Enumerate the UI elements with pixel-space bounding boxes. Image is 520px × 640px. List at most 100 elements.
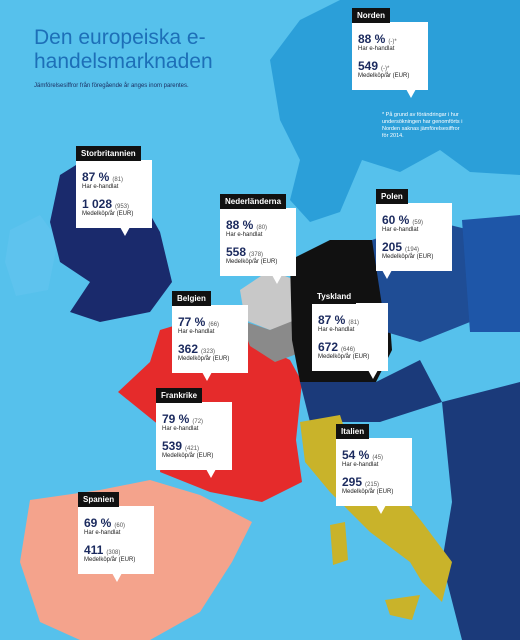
spend-previous: (308) bbox=[106, 550, 121, 556]
region-name: Norden bbox=[352, 8, 390, 23]
belgium bbox=[240, 320, 302, 362]
spend-previous: (421) bbox=[185, 446, 200, 452]
share-value: 88 % bbox=[358, 32, 386, 46]
share-previous: (60) bbox=[114, 523, 126, 529]
share-value: 69 % bbox=[84, 516, 112, 530]
region-name: Italien bbox=[336, 424, 370, 439]
subtitle: Jämförelsesiffror från föregående år ang… bbox=[34, 83, 189, 89]
spend-value: 295 bbox=[342, 475, 363, 489]
share-previous: (-)* bbox=[388, 39, 397, 45]
callout-box: Tyskland 87 % (81) Har e-handlat 672 (646) Med… bbox=[312, 289, 388, 379]
region-name: Nederländerna bbox=[220, 194, 287, 209]
share-label: Har e-handlat bbox=[318, 327, 355, 333]
spend-row: 411 (308) bbox=[84, 543, 148, 557]
alps bbox=[300, 360, 442, 422]
spend-label: Medelköp/år (EUR) bbox=[342, 489, 394, 495]
ireland bbox=[5, 215, 58, 296]
spend-value: 672 bbox=[318, 340, 339, 354]
region-name: Belgien bbox=[172, 291, 211, 306]
share-label: Har e-handlat bbox=[84, 530, 121, 536]
sardinia bbox=[330, 522, 348, 565]
share-value: 88 % bbox=[226, 218, 254, 232]
callout-pointer bbox=[120, 227, 130, 236]
share-row: 88 % (80) bbox=[226, 218, 290, 232]
spend-row: 205 (194) bbox=[382, 240, 446, 254]
footnote: * På grund av förändringar i hur undersö… bbox=[382, 112, 463, 139]
netherlands bbox=[240, 270, 300, 330]
region-name: Spanien bbox=[78, 492, 120, 507]
spend-previous: (194) bbox=[405, 247, 420, 253]
share-value: 87 % bbox=[82, 170, 110, 184]
share-value: 60 % bbox=[382, 213, 410, 227]
callout-pointer bbox=[368, 370, 378, 379]
spend-previous: (215) bbox=[365, 482, 380, 488]
balkans bbox=[442, 382, 520, 640]
share-previous: (81) bbox=[348, 320, 360, 326]
share-previous: (72) bbox=[192, 419, 204, 425]
spend-previous: (-)* bbox=[381, 66, 390, 72]
sicily bbox=[385, 595, 420, 620]
share-value: 77 % bbox=[178, 315, 206, 329]
spend-label: Medelköp/år (EUR) bbox=[358, 73, 410, 79]
share-row: 87 % (81) bbox=[318, 313, 382, 327]
share-previous: (59) bbox=[412, 220, 424, 226]
share-label: Har e-handlat bbox=[358, 46, 395, 52]
callout-box: Storbritannien 87 % (81) Har e-handlat 1 028… bbox=[76, 146, 152, 236]
spend-value: 1 028 bbox=[82, 197, 113, 211]
callout-box: Belgien 77 % (66) Har e-handlat 362 (323) Mede… bbox=[172, 291, 248, 381]
region-name: Polen bbox=[376, 189, 408, 204]
share-label: Har e-handlat bbox=[226, 232, 263, 238]
share-row: 69 % (60) bbox=[84, 516, 148, 530]
spend-row: 558 (378) bbox=[226, 245, 290, 259]
spend-row: 539 (421) bbox=[162, 439, 226, 453]
share-label: Har e-handlat bbox=[178, 329, 215, 335]
share-value: 79 % bbox=[162, 412, 190, 426]
share-previous: (66) bbox=[208, 322, 220, 328]
share-value: 87 % bbox=[318, 313, 346, 327]
callout-pointer bbox=[206, 469, 216, 478]
spend-label: Medelköp/år (EUR) bbox=[84, 557, 136, 563]
share-previous: (45) bbox=[372, 455, 384, 461]
spend-previous: (646) bbox=[341, 347, 356, 353]
east-europe bbox=[462, 215, 520, 332]
callout-pointer bbox=[112, 573, 122, 582]
spend-previous: (378) bbox=[249, 252, 264, 258]
region-name: Storbritannien bbox=[76, 146, 141, 161]
share-row: 79 % (72) bbox=[162, 412, 226, 426]
callout-pointer bbox=[376, 505, 386, 514]
spend-label: Medelköp/år (EUR) bbox=[162, 453, 214, 459]
spend-label: Medelköp/år (EUR) bbox=[178, 356, 230, 362]
share-previous: (81) bbox=[112, 177, 124, 183]
share-row: 88 % (-)* bbox=[358, 32, 422, 46]
callout-box: Polen 60 % (59) Har e-handlat 205 (194) Medelk… bbox=[376, 189, 452, 279]
spend-row: 1 028 (953) bbox=[82, 197, 146, 211]
share-row: 87 % (81) bbox=[82, 170, 146, 184]
spend-row: 362 (323) bbox=[178, 342, 242, 356]
spend-value: 558 bbox=[226, 245, 247, 259]
spend-label: Medelköp/år (EUR) bbox=[82, 211, 134, 217]
share-previous: (80) bbox=[256, 225, 268, 231]
spend-label: Medelköp/år (EUR) bbox=[382, 254, 434, 260]
callout-pointer bbox=[382, 270, 392, 279]
share-label: Har e-handlat bbox=[162, 426, 199, 432]
share-row: 77 % (66) bbox=[178, 315, 242, 329]
callout-pointer bbox=[202, 372, 212, 381]
share-label: Har e-handlat bbox=[382, 227, 419, 233]
spend-value: 205 bbox=[382, 240, 403, 254]
title: Den europeiska e-handelsmarknaden bbox=[34, 26, 213, 73]
region-name: Frankrike bbox=[156, 388, 203, 403]
spend-row: 672 (646) bbox=[318, 340, 382, 354]
region-name: Tyskland bbox=[312, 289, 357, 304]
callout-box: Norden 88 % (-)* Har e-handlat 549 (-)* Medelk… bbox=[352, 8, 428, 98]
spend-value: 549 bbox=[358, 59, 379, 73]
spend-label: Medelköp/år (EUR) bbox=[318, 354, 370, 360]
nordic-region bbox=[270, 0, 520, 222]
callout-box: Nederländerna 88 % (80) Har e-handlat 558 (37… bbox=[220, 194, 296, 284]
spend-value: 411 bbox=[84, 543, 104, 557]
spend-row: 549 (-)* bbox=[358, 59, 422, 73]
spend-value: 362 bbox=[178, 342, 199, 356]
share-label: Har e-handlat bbox=[82, 184, 119, 190]
callout-pointer bbox=[272, 275, 282, 284]
spend-previous: (953) bbox=[115, 204, 130, 210]
